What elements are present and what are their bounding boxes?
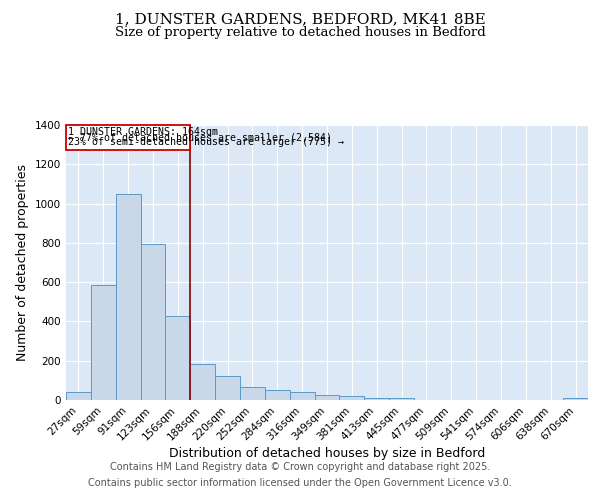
Bar	[364, 398, 389, 400]
Bar	[563, 398, 588, 400]
Text: Contains public sector information licensed under the Open Government Licence v3: Contains public sector information licen…	[88, 478, 512, 488]
Bar	[66, 392, 91, 400]
Text: ← 77% of detached houses are smaller (2,584): ← 77% of detached houses are smaller (2,…	[68, 132, 332, 142]
Text: Size of property relative to detached houses in Bedford: Size of property relative to detached ho…	[115, 26, 485, 39]
Bar	[66, 125, 190, 150]
Bar	[314, 394, 340, 400]
Bar	[116, 194, 140, 400]
Bar	[215, 376, 240, 400]
Bar	[290, 392, 314, 400]
Y-axis label: Number of detached properties: Number of detached properties	[16, 164, 29, 361]
Bar	[389, 398, 414, 400]
Bar	[166, 316, 190, 400]
Bar	[140, 244, 166, 400]
Bar	[240, 386, 265, 400]
Bar	[91, 285, 116, 400]
Bar	[265, 390, 290, 400]
Bar	[340, 396, 364, 400]
X-axis label: Distribution of detached houses by size in Bedford: Distribution of detached houses by size …	[169, 448, 485, 460]
Text: 1 DUNSTER GARDENS: 164sqm: 1 DUNSTER GARDENS: 164sqm	[68, 128, 218, 138]
Bar	[190, 364, 215, 400]
Text: Contains HM Land Registry data © Crown copyright and database right 2025.: Contains HM Land Registry data © Crown c…	[110, 462, 490, 472]
Text: 1, DUNSTER GARDENS, BEDFORD, MK41 8BE: 1, DUNSTER GARDENS, BEDFORD, MK41 8BE	[115, 12, 485, 26]
Text: 23% of semi-detached houses are larger (775) →: 23% of semi-detached houses are larger (…	[68, 137, 344, 147]
